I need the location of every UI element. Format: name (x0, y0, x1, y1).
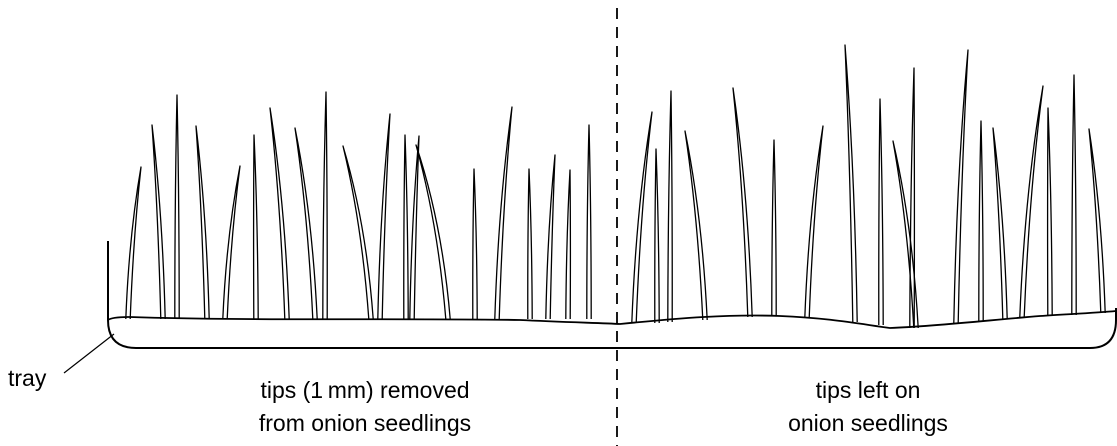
right-caption-line1: tips left on (816, 377, 921, 403)
seedling-intact-1 (631, 111, 653, 324)
seedlings-tips-removed (125, 91, 592, 320)
seedling-decapitated-12 (403, 134, 409, 320)
seedling-decapitated-15 (472, 168, 478, 320)
seedling-intact-11 (909, 67, 916, 329)
seedling-intact-18 (1088, 128, 1106, 314)
seedling-decapitated-5 (222, 165, 241, 320)
tray-outline (107, 241, 1117, 349)
seedling-decapitated-18 (545, 154, 556, 320)
seedling-decapitated-4 (195, 125, 210, 320)
seedling-intact-17 (1071, 74, 1077, 316)
seedling-decapitated-19 (565, 169, 572, 320)
seedling-intact-5 (732, 87, 753, 318)
seedling-decapitated-2 (151, 124, 166, 320)
seedling-decapitated-13 (409, 135, 420, 320)
seedling-intact-13 (978, 120, 984, 322)
seedling-intact-4 (684, 130, 708, 321)
seedling-intact-16 (1046, 107, 1053, 317)
seedling-decapitated-16 (494, 106, 513, 320)
seedling-decapitated-17 (527, 168, 533, 320)
seedling-intact-3 (667, 90, 673, 323)
left-caption-line2: from onion seedlings (259, 410, 471, 436)
right-caption-line2: onion seedlings (788, 410, 948, 436)
tray-label: tray (8, 365, 47, 391)
seedling-intact-9 (878, 98, 884, 326)
seedling-decapitated-14 (415, 144, 451, 320)
seedling-decapitated-3 (174, 94, 180, 320)
seedling-intact-8 (844, 44, 858, 323)
seedling-decapitated-11 (377, 113, 391, 320)
seedlings-tips-intact (631, 44, 1106, 329)
seedling-intact-12 (953, 49, 969, 324)
soil-surface (107, 310, 1117, 329)
seedling-decapitated-1 (125, 166, 142, 320)
seedling-intact-10 (892, 140, 919, 329)
seedling-intact-14 (992, 127, 1008, 320)
tray-pointer-line (63, 333, 115, 374)
seedling-decapitated-9 (322, 91, 328, 320)
seedling-decapitated-10 (342, 145, 374, 320)
seedling-decapitated-6 (252, 134, 259, 320)
seedling-decapitated-8 (294, 127, 318, 320)
seedling-intact-2 (654, 148, 660, 324)
seedling-intact-6 (771, 139, 777, 317)
left-caption-line1: tips (1 mm) removed (260, 377, 469, 403)
seedling-decapitated-7 (269, 107, 290, 320)
seedling-decapitated-20 (586, 124, 592, 320)
seedling-intact-7 (804, 125, 824, 319)
seedling-intact-15 (1019, 85, 1044, 318)
